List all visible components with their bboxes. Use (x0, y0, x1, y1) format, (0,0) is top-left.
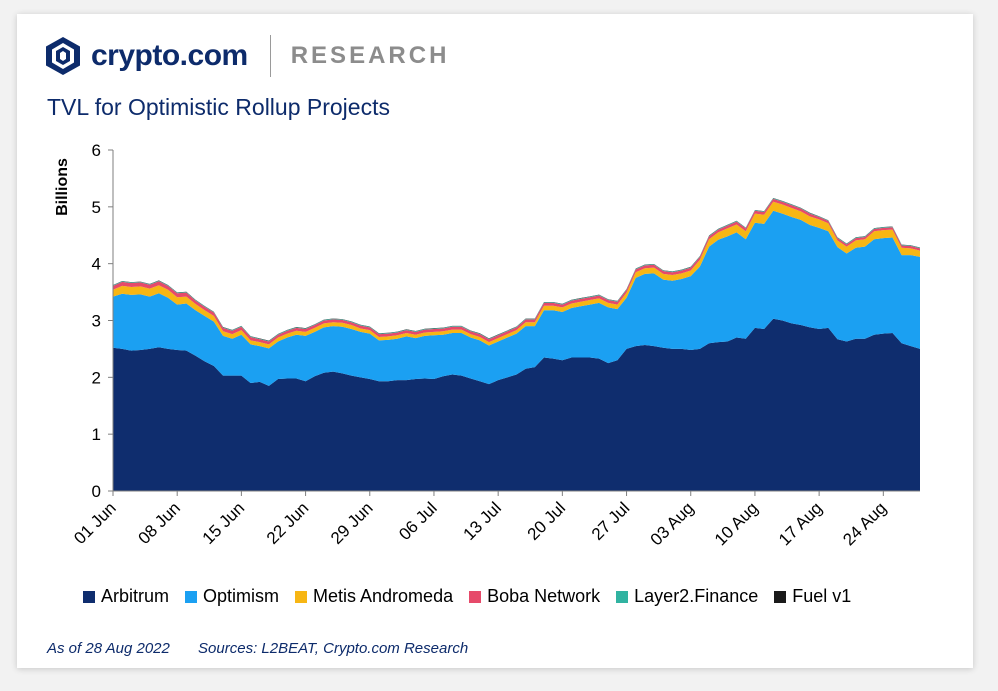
y-tick-label: 3 (92, 312, 101, 331)
legend-label: Fuel v1 (792, 586, 852, 606)
legend-item: Boba Network (469, 586, 600, 607)
legend-item: Fuel v1 (774, 586, 851, 607)
crypto-com-logo-icon (46, 37, 80, 75)
legend-item: Layer2.Finance (616, 586, 758, 607)
chart-legend: Arbitrum Optimism Metis Andromeda Boba Netw… (83, 586, 867, 607)
legend-item: Arbitrum (83, 586, 169, 607)
area-arbitrum (113, 318, 920, 491)
x-tick-label: 24 Aug (839, 498, 890, 549)
x-tick-label: 06 Jul (395, 498, 441, 544)
sources-note: Sources: L2BEAT, Crypto.com Research (198, 640, 469, 657)
legend-swatch (469, 590, 482, 603)
brand-divider (269, 35, 271, 77)
legend-swatch (616, 590, 629, 603)
legend-swatch (83, 590, 95, 603)
y-tick-label: 2 (92, 368, 101, 387)
chart-card: crypto.com RESEARCH TVL for Optimistic R… (17, 14, 973, 668)
x-tick-label: 10 Aug (711, 498, 762, 549)
x-tick-label: 13 Jul (459, 498, 505, 544)
x-tick-label: 17 Aug (775, 498, 826, 549)
area-metis-andromeda (113, 201, 920, 349)
legend-label: Arbitrum (101, 586, 170, 606)
x-tick-label: 08 Jun (134, 498, 184, 548)
y-axis-label: Billions (54, 158, 71, 216)
y-tick-label: 0 (92, 482, 101, 501)
brand-name: crypto.com (91, 39, 248, 72)
legend-swatch (185, 590, 198, 603)
x-tick-label: 22 Jun (263, 498, 313, 548)
x-tick-label: 29 Jun (327, 498, 377, 548)
y-tick-label: 4 (92, 255, 101, 274)
x-tick-label: 01 Jun (70, 498, 120, 548)
area-optimism (113, 210, 920, 386)
x-tick-label: 20 Jul (524, 498, 570, 544)
area-layers (113, 198, 920, 491)
x-tick-label: 27 Jul (588, 498, 634, 544)
x-tick-label: 15 Jun (199, 498, 249, 548)
y-tick-label: 1 (92, 425, 101, 444)
legend-item: Metis Andromeda (295, 586, 453, 607)
y-tick-label: 6 (92, 141, 101, 160)
legend-swatch (295, 590, 308, 603)
brand-section: RESEARCH (290, 42, 450, 69)
as-of-date: As of 28 Aug 2022 (47, 640, 170, 657)
legend-label: Boba Network (487, 586, 601, 606)
legend-label: Layer2.Finance (634, 586, 759, 606)
legend-item: Optimism (185, 586, 279, 607)
x-tick-label: 03 Aug (647, 498, 698, 549)
brand-header: crypto.com RESEARCH (45, 34, 449, 78)
legend-label: Metis Andromeda (313, 586, 454, 606)
y-tick-label: 5 (92, 198, 101, 217)
legend-swatch (774, 590, 787, 603)
chart-title: TVL for Optimistic Rollup Projects (47, 94, 390, 120)
legend-label: Optimism (203, 586, 280, 606)
chart-plot: 0 1 2 3 4 5 6 01 Jun 08 Jun 15 Jun 22 Jun 29 Jun 06 … (54, 141, 920, 549)
chart-footer: As of 28 Aug 2022 Sources: L2BEAT, Crypt… (47, 640, 468, 657)
